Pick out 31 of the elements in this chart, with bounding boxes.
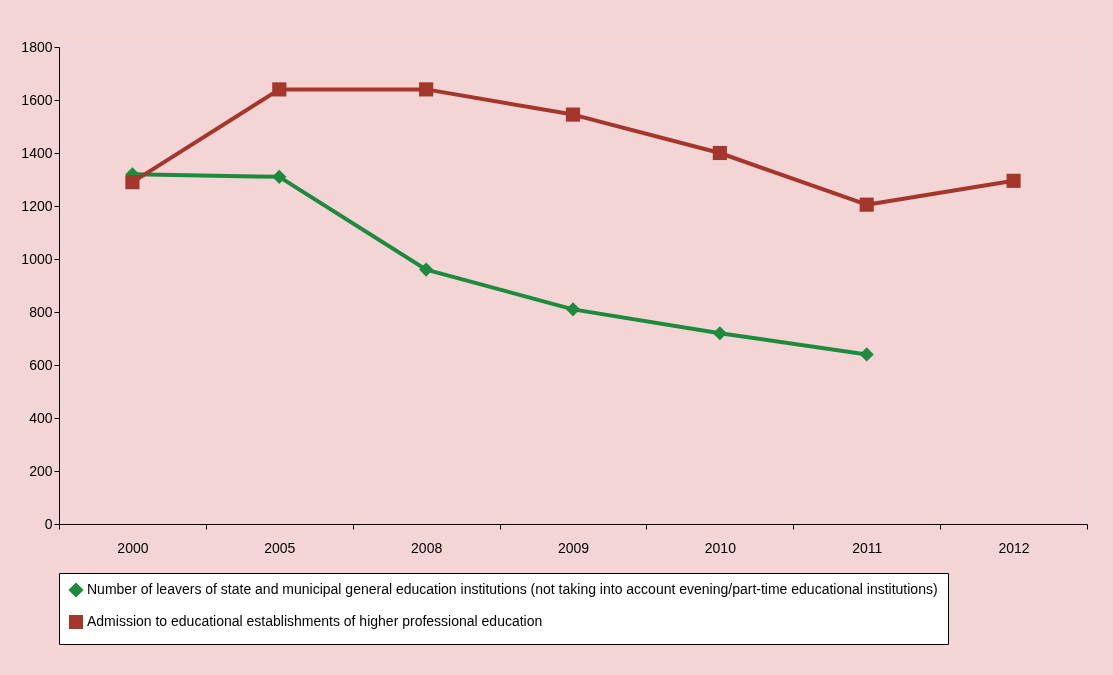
x-tick-label: 2009 — [557, 539, 590, 556]
x-tick-label: 2005 — [264, 539, 296, 556]
x-tick-label: 2011 — [852, 539, 883, 556]
point — [1006, 173, 1021, 188]
x-tick-label: 2000 — [117, 539, 149, 556]
y-tick-label: 800 — [29, 303, 53, 320]
point — [419, 82, 434, 97]
x-tick-label: 2008 — [411, 539, 443, 556]
point — [125, 175, 140, 190]
x-tick-label: 2012 — [998, 539, 1030, 556]
y-tick-label: 0 — [44, 515, 53, 532]
y-tick-label: 1800 — [21, 38, 53, 55]
y-tick-label: 1600 — [21, 91, 53, 108]
point — [419, 262, 434, 277]
y-tick-label: 1000 — [21, 250, 53, 267]
y-tick-label: 1400 — [21, 144, 53, 161]
point — [565, 302, 581, 317]
x-tick-label: 2010 — [704, 539, 737, 556]
legend-label: Admission to educational establishments of higher professional education — [87, 613, 543, 629]
point — [272, 169, 287, 184]
point — [859, 347, 874, 362]
point — [565, 107, 581, 122]
y-tick-label: 400 — [29, 409, 53, 426]
point — [712, 326, 727, 341]
y-tick-label: 200 — [29, 462, 53, 479]
y-tick-label: 1200 — [21, 197, 53, 214]
y-tick-label: 600 — [29, 356, 53, 373]
point — [712, 145, 727, 161]
point — [859, 197, 874, 212]
point — [272, 82, 287, 97]
legend-label: Number of leavers of state and municipal general education institutions (not taking into account evening/part-time educational institutions) — [87, 581, 938, 597]
